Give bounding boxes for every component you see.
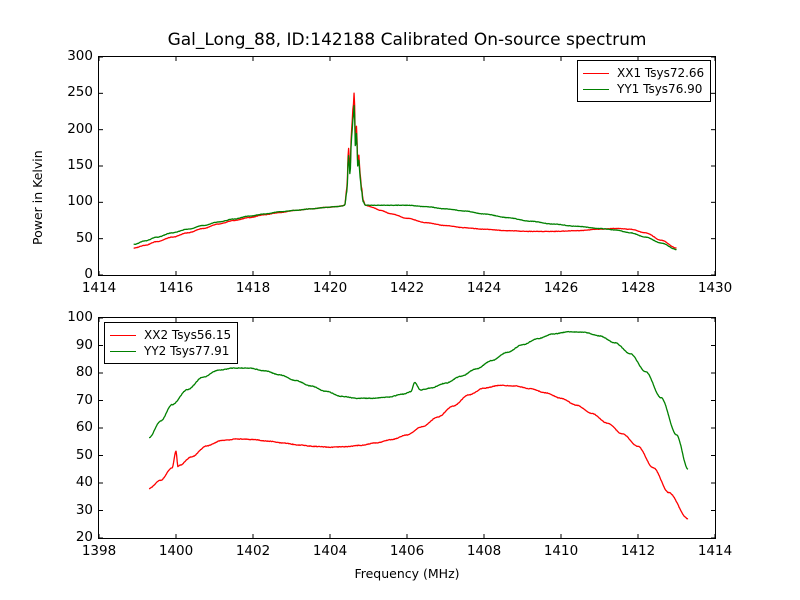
- x-tick-label: 1420: [312, 280, 348, 296]
- y-tick-label: 70: [75, 391, 93, 408]
- x-tick-label: 1398: [81, 543, 117, 559]
- y-tick-label: 90: [75, 336, 93, 353]
- legend-color-swatch: [583, 72, 609, 74]
- legend-label: XX2 Tsys56.15: [144, 328, 232, 342]
- y-tick-label: 40: [75, 474, 93, 490]
- x-tick-label: 1422: [389, 280, 425, 296]
- x-tick-label: 1410: [543, 543, 579, 559]
- bottom-panel-legend: XX2 Tsys56.15 YY2 Tsys77.91: [104, 322, 239, 364]
- series-line: [133, 92, 677, 249]
- y-tick-label: 30: [75, 501, 93, 518]
- x-tick-label: 1426: [543, 280, 579, 296]
- x-tick-label: 1406: [389, 543, 425, 559]
- figure-title: Gal_Long_88, ID:142188 Calibrated On-sou…: [167, 30, 647, 50]
- x-tick-label: 1418: [235, 280, 271, 296]
- x-tick-label: 1408: [466, 543, 502, 559]
- series-line: [133, 104, 677, 251]
- series-line: [148, 384, 689, 520]
- legend-entry: YY1 Tsys76.90: [583, 81, 704, 97]
- bottom-panel-plot-area: [99, 318, 715, 538]
- y-axis-label: Power in Kelvin: [30, 150, 45, 245]
- y-tick-label: 100: [67, 309, 93, 325]
- x-tick-label: 1404: [312, 543, 348, 559]
- x-tick-label: 1414: [697, 543, 733, 559]
- legend-label: YY2 Tsys77.91: [144, 344, 230, 358]
- y-tick-label: 60: [75, 419, 93, 435]
- y-tick-label: 300: [67, 48, 93, 64]
- x-axis-label: Frequency (MHz): [354, 566, 460, 581]
- x-tick-label: 1430: [697, 280, 733, 296]
- legend-label: YY1 Tsys76.90: [617, 82, 703, 96]
- y-tick-label: 50: [75, 229, 93, 246]
- y-tick-label: 100: [67, 193, 93, 210]
- legend-entry: XX1 Tsys72.66: [583, 65, 704, 81]
- legend-label: XX1 Tsys72.66: [617, 66, 705, 80]
- x-tick-label: 1428: [620, 280, 656, 296]
- legend-color-swatch: [583, 88, 609, 90]
- legend-color-swatch: [110, 350, 136, 352]
- legend-entry: XX2 Tsys56.15: [110, 327, 231, 343]
- y-tick-label: 20: [75, 529, 93, 545]
- top-panel-legend: XX1 Tsys72.66 YY1 Tsys76.90: [577, 60, 712, 102]
- legend-color-swatch: [110, 334, 136, 336]
- legend-entry: YY2 Tsys77.91: [110, 343, 231, 359]
- x-tick-label: 1402: [235, 543, 271, 559]
- x-tick-label: 1414: [81, 280, 117, 296]
- y-tick-label: 0: [84, 266, 93, 282]
- x-tick-label: 1400: [158, 543, 194, 559]
- y-tick-label: 50: [75, 446, 93, 463]
- y-tick-label: 200: [67, 120, 93, 137]
- x-tick-label: 1412: [620, 543, 656, 559]
- x-tick-label: 1424: [466, 280, 502, 296]
- top-panel-plot-area: [99, 57, 715, 275]
- y-tick-label: 150: [67, 157, 93, 173]
- y-tick-label: 80: [75, 364, 93, 380]
- series-line: [149, 330, 689, 470]
- y-tick-label: 250: [67, 84, 93, 101]
- x-tick-label: 1416: [158, 280, 194, 296]
